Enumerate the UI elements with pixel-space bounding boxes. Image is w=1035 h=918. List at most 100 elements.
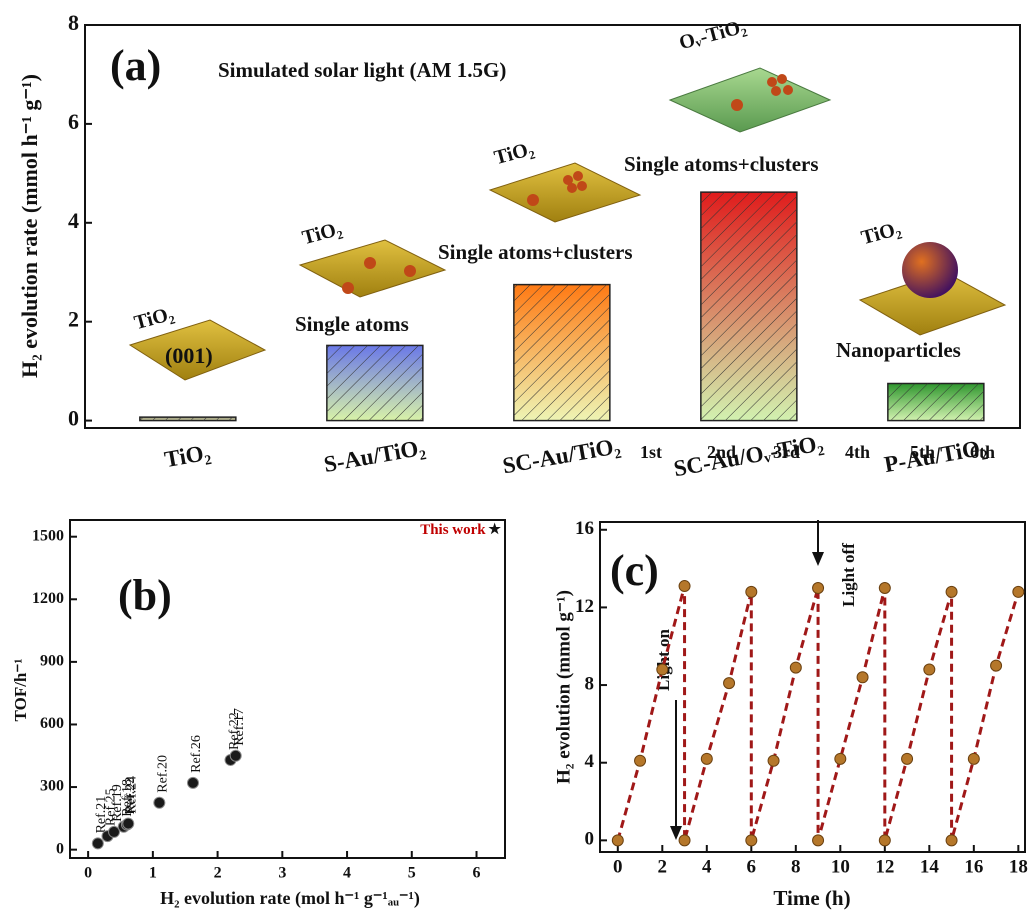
y-tick-label: 1500 (32, 527, 64, 544)
marker (879, 583, 890, 594)
highlight-label: This work (420, 522, 486, 538)
annotation: Single atoms+clusters (438, 240, 633, 264)
y-tick-label: 600 (40, 715, 64, 732)
panel-label: (a) (110, 41, 161, 90)
x-tick-label: 4 (702, 856, 712, 877)
bar-hatch (140, 417, 236, 420)
point-label: Ref.20 (156, 755, 171, 793)
x-tick-label: 8 (791, 856, 801, 877)
slab (490, 163, 640, 222)
atom (404, 265, 416, 277)
sample-label: Oᵥ-TiO₂ (677, 15, 749, 54)
atom (342, 282, 354, 294)
x-tick-label: 10 (831, 856, 850, 877)
arrowhead (812, 552, 824, 566)
point (109, 826, 120, 837)
point (187, 777, 198, 788)
y-tick-label: 0 (68, 406, 79, 431)
atom (527, 194, 539, 206)
annotation: Light off (839, 543, 858, 607)
panel-label: (c) (610, 546, 659, 595)
x-tick-label: 4 (343, 865, 351, 882)
point-label: Ref.26 (189, 735, 204, 773)
cycle-label: 2nd (707, 442, 736, 462)
y-tick-label: 4 (68, 208, 79, 233)
marker (968, 753, 979, 764)
y-tick-label: 8 (585, 673, 595, 694)
marker (946, 835, 957, 846)
x-tick-label: SC-Au/TiO₂ (501, 433, 623, 478)
x-tick-label: 18 (1009, 856, 1028, 877)
point-label: Ref.17 (232, 708, 247, 746)
marker (724, 678, 735, 689)
figure: (a) Simulated solar light (AM 1.5G) H₂ e… (0, 0, 1035, 918)
y-axis-label: H₂ evolution rate (mmol h⁻¹ g⁻¹) (17, 74, 42, 378)
sample-label: TiO₂ (859, 218, 903, 250)
slab (300, 240, 445, 297)
y-axis-label: H₂ evolution (mmol g⁻¹) (553, 590, 574, 784)
point (154, 797, 165, 808)
y-tick-label: 12 (575, 596, 594, 617)
marker (991, 660, 1002, 671)
x-tick-label: 14 (920, 856, 940, 877)
x-tick-label: 12 (875, 856, 894, 877)
marker (612, 835, 623, 846)
marker (835, 753, 846, 764)
line (618, 586, 1019, 840)
cycle-label: 6th (970, 442, 995, 462)
subtitle: Simulated solar light (AM 1.5G) (218, 58, 506, 82)
bar-hatch (701, 192, 797, 420)
atom (777, 74, 787, 84)
annotation: Single atoms+clusters (624, 152, 819, 176)
marker (746, 586, 757, 597)
atom (783, 85, 793, 95)
marker (768, 755, 779, 766)
marker (635, 755, 646, 766)
y-tick-label: 300 (40, 778, 64, 795)
y-tick-label: 900 (40, 653, 64, 670)
atom (364, 257, 376, 269)
marker (813, 835, 824, 846)
x-tick-label: TiO₂ (163, 439, 213, 472)
panel-label: (b) (118, 571, 172, 620)
atom (767, 77, 777, 87)
sample-label: TiO₂ (132, 303, 176, 335)
x-tick-label: 6 (747, 856, 757, 877)
marker (946, 586, 957, 597)
marker (1013, 586, 1024, 597)
bar-hatch (888, 383, 984, 420)
marker (790, 662, 801, 673)
marker (679, 581, 690, 592)
x-tick-label: 5 (408, 865, 416, 882)
x-tick-label: SC-Au/Oᵥ-TiO₂ (672, 430, 826, 481)
atom (567, 183, 577, 193)
marker (679, 835, 690, 846)
marker (813, 583, 824, 594)
atom (731, 99, 743, 111)
bar-hatch (327, 345, 423, 420)
cycle-label: 3rd (773, 442, 800, 462)
x-tick-label: 0 (84, 865, 92, 882)
y-tick-label: 0 (56, 840, 64, 857)
y-tick-label: 4 (585, 751, 595, 772)
x-tick-label: 6 (473, 865, 481, 882)
y-tick-label: 2 (68, 307, 79, 332)
point (123, 818, 134, 829)
x-tick-label: 2 (214, 865, 222, 882)
x-tick-label: S-Au/TiO₂ (322, 435, 427, 477)
marker (657, 664, 668, 675)
x-tick-label: 16 (964, 856, 983, 877)
page: {"chart_data": [ {"type": "bar", "panel_… (0, 0, 1035, 918)
marker (701, 753, 712, 764)
sample-label: TiO₂ (300, 218, 344, 250)
y-tick-label: 1200 (32, 590, 64, 607)
annotation: Nanoparticles (836, 338, 961, 362)
marker (857, 672, 868, 683)
x-axis-label: Time (h) (773, 886, 850, 910)
x-axis-label: H₂ evolution rate (mol h⁻¹ g⁻¹ₐᵤ⁻¹) (160, 888, 420, 909)
marker (746, 835, 757, 846)
y-tick-label: 16 (575, 518, 594, 539)
point (92, 838, 103, 849)
atom (577, 181, 587, 191)
cycle-label: 5th (910, 442, 935, 462)
